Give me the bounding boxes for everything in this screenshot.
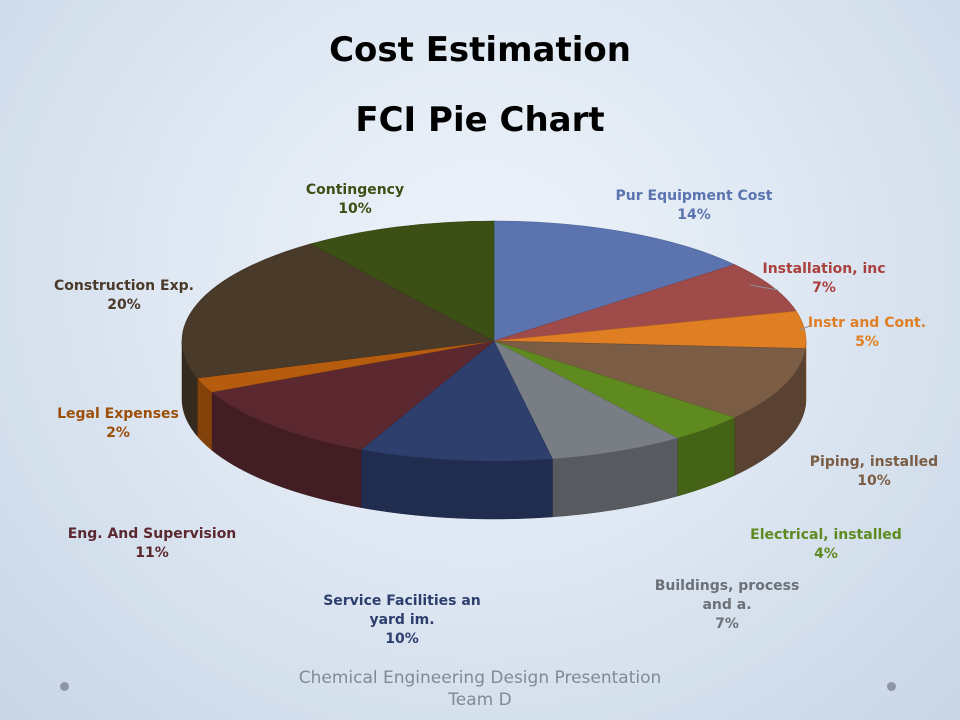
leader-line-2 xyxy=(799,324,813,331)
data-label-value-2: 5% xyxy=(855,334,879,350)
data-label-5: Buildings, process and a. 7% xyxy=(655,578,800,632)
data-label-name-10-0: Contingency xyxy=(306,182,404,198)
data-label-name-2-0: Instr and Cont. xyxy=(808,315,926,331)
pie-slice-10 xyxy=(309,220,495,342)
pie-slice-1 xyxy=(493,264,797,342)
footer-line-1: Chemical Engineering Design Presentation xyxy=(298,668,662,688)
data-label-value-3: 10% xyxy=(857,473,891,489)
data-label-9: Construction Exp. 20% xyxy=(54,278,194,313)
data-label-name-4-0: Electrical, installed xyxy=(750,527,902,543)
pie-slice-9 xyxy=(181,243,495,379)
data-label-1: Installation, inc 7% xyxy=(762,261,885,296)
pie-slice-7 xyxy=(210,340,496,450)
data-label-3: Piping, installed 10% xyxy=(810,454,938,489)
data-label-name-1-0: Installation, inc xyxy=(762,261,885,277)
data-label-name-6-1: yard im. xyxy=(369,612,434,628)
data-label-value-0: 14% xyxy=(677,207,711,223)
bullet-dot-right xyxy=(887,682,896,691)
leader-line-1 xyxy=(749,284,779,291)
data-label-name-5-1: and a. xyxy=(702,597,751,613)
data-label-value-5: 7% xyxy=(715,616,739,632)
data-label-6: Service Facilities an yard im. 10% xyxy=(323,593,481,647)
data-label-4: Electrical, installed 4% xyxy=(750,527,902,562)
data-label-8: Legal Expenses 2% xyxy=(57,406,179,441)
pie-top-faces xyxy=(181,220,807,462)
data-label-name-0-0: Pur Equipment Cost xyxy=(616,188,773,204)
data-label-name-3-0: Piping, installed xyxy=(810,454,938,470)
data-label-value-10: 10% xyxy=(338,201,372,217)
data-label-7: Eng. And Supervision 11% xyxy=(68,526,237,561)
pie-side-walls xyxy=(181,340,807,520)
pie-slice-3 xyxy=(493,340,806,418)
data-label-10: Contingency 10% xyxy=(306,182,404,217)
data-label-name-5-0: Buildings, process xyxy=(655,578,800,594)
data-label-value-7: 11% xyxy=(135,545,169,561)
bullet-dot-left xyxy=(60,682,69,691)
pie-slice-5 xyxy=(493,340,679,460)
data-label-0: Pur Equipment Cost 14% xyxy=(616,188,773,223)
data-label-name-9-0: Construction Exp. xyxy=(54,278,194,294)
data-label-value-8: 2% xyxy=(106,425,130,441)
data-label-value-9: 20% xyxy=(107,297,141,313)
data-label-value-6: 10% xyxy=(385,631,419,647)
pie-slice-0 xyxy=(493,220,736,342)
chart-title: Cost Estimation xyxy=(329,30,631,70)
data-label-name-7-0: Eng. And Supervision xyxy=(68,526,237,542)
data-label-2: Instr and Cont. 5% xyxy=(808,315,926,350)
data-label-value-1: 7% xyxy=(812,280,836,296)
data-label-name-6-0: Service Facilities an xyxy=(323,593,481,609)
pie-slice-6 xyxy=(360,340,553,462)
data-label-value-4: 4% xyxy=(814,546,838,562)
footer-line-2: Team D xyxy=(448,690,512,710)
data-label-name-8-0: Legal Expenses xyxy=(57,406,179,422)
chart-subtitle: FCI Pie Chart xyxy=(355,100,605,140)
